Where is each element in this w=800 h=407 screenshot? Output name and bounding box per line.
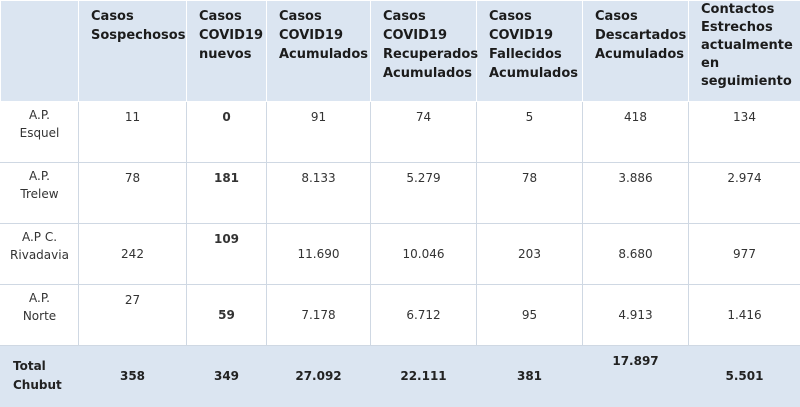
cell-acumulados: 7.178 — [267, 285, 371, 346]
cell-descartados: 4.913 — [583, 285, 689, 346]
header-descartados: Casos Descartados Acumulados — [583, 1, 689, 102]
table-row-total: Total Chubut 358 349 27.092 22.111 381 1… — [1, 346, 800, 407]
header-sospechosos: Casos Sospechosos — [79, 1, 187, 102]
row-label: A.P. Norte — [1, 285, 79, 346]
cell-fallecidos: 5 — [477, 102, 583, 163]
corner-header — [1, 1, 79, 102]
row-label: A.P C. Rivadavia — [1, 224, 79, 285]
cell-nuevos: 109 — [187, 224, 267, 285]
total-fallecidos: 381 — [477, 346, 583, 407]
cell-sospechosos: 242 — [79, 224, 187, 285]
total-label: Total Chubut — [1, 346, 79, 407]
row-label: A.P. Esquel — [1, 102, 79, 163]
header-row: Casos Sospechosos Casos COVID19 nuevos C… — [1, 1, 800, 102]
cell-descartados: 3.886 — [583, 163, 689, 224]
cell-contactos: 977 — [689, 224, 800, 285]
cell-recuperados: 10.046 — [371, 224, 477, 285]
header-recuperados: Casos COVID19 Recuperados Acumulados — [371, 1, 477, 102]
cell-recuperados: 5.279 — [371, 163, 477, 224]
table-row-rivadavia: A.P C. Rivadavia 242 109 11.690 10.046 2… — [1, 224, 800, 285]
cell-sospechosos: 11 — [79, 102, 187, 163]
cell-nuevos: 0 — [187, 102, 267, 163]
total-acumulados: 27.092 — [267, 346, 371, 407]
header-acumulados: Casos COVID19 Acumulados — [267, 1, 371, 102]
cell-fallecidos: 203 — [477, 224, 583, 285]
cell-descartados: 8.680 — [583, 224, 689, 285]
cell-acumulados: 8.133 — [267, 163, 371, 224]
header-fallecidos: Casos COVID19 Fallecidos Acumulados — [477, 1, 583, 102]
cell-contactos: 134 — [689, 102, 800, 163]
cell-recuperados: 74 — [371, 102, 477, 163]
cell-descartados: 418 — [583, 102, 689, 163]
cell-recuperados: 6.712 — [371, 285, 477, 346]
cell-contactos: 2.974 — [689, 163, 800, 224]
cell-nuevos: 59 — [187, 285, 267, 346]
cell-sospechosos: 78 — [79, 163, 187, 224]
cell-acumulados: 91 — [267, 102, 371, 163]
total-sospechosos: 358 — [79, 346, 187, 407]
header-nuevos: Casos COVID19 nuevos — [187, 1, 267, 102]
table-row-trelew: A.P. Trelew 78 181 8.133 5.279 78 3.886 … — [1, 163, 800, 224]
total-contactos: 5.501 — [689, 346, 800, 407]
total-recuperados: 22.111 — [371, 346, 477, 407]
cell-fallecidos: 95 — [477, 285, 583, 346]
cell-nuevos: 181 — [187, 163, 267, 224]
header-contactos: Contactos Estrechos actualmente en segui… — [689, 1, 800, 102]
cell-acumulados: 11.690 — [267, 224, 371, 285]
cell-sospechosos: 27 — [79, 285, 187, 346]
cell-contactos: 1.416 — [689, 285, 800, 346]
cell-fallecidos: 78 — [477, 163, 583, 224]
table-row-esquel: A.P. Esquel 11 0 91 74 5 418 134 — [1, 102, 800, 163]
total-nuevos: 349 — [187, 346, 267, 407]
row-label: A.P. Trelew — [1, 163, 79, 224]
table-row-norte: A.P. Norte 27 59 7.178 6.712 95 4.913 1.… — [1, 285, 800, 346]
total-descartados: 17.897 — [583, 346, 689, 407]
